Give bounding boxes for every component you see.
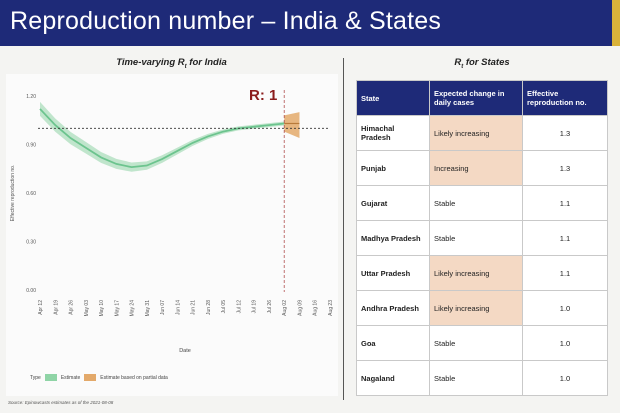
legend-type-label: Type: [30, 374, 41, 381]
cell-r-value: 1.1: [522, 220, 608, 256]
x-tick-label: Apr 12: [38, 300, 44, 315]
x-tick-label: Jun 07: [160, 300, 166, 315]
left-panel-title: Time-varying Rt for India: [0, 57, 343, 70]
cell-state: Punjab: [356, 150, 430, 186]
right-title-main: R: [454, 57, 462, 68]
states-table: State Expected change in daily cases Eff…: [356, 80, 608, 396]
x-tick-label: Jun 28: [206, 300, 212, 315]
x-tick-label: Jul 19: [252, 300, 258, 314]
cell-r-value: 1.1: [522, 255, 608, 291]
right-title-rest: for States: [463, 57, 510, 68]
cell-state: Madhya Pradesh: [356, 220, 430, 256]
slide-title-bar: Reproduction number – India & States: [0, 0, 620, 46]
cell-change: Stable: [429, 360, 523, 396]
table-row: Madhya Pradesh Stable 1.1: [356, 220, 608, 256]
table-row: Himachal Pradesh Likely increasing 1.3: [356, 115, 608, 151]
estimate-line: [39, 108, 285, 169]
x-tick-label: Apr 19: [53, 300, 59, 315]
x-tick-label: May 10: [99, 300, 105, 317]
right-title-sub: t: [461, 63, 464, 70]
y-tick-label: 0.60: [26, 191, 36, 197]
cell-change: Stable: [429, 220, 523, 256]
right-panel-title: Rt for States: [344, 57, 620, 70]
cell-change: Increasing: [429, 150, 523, 186]
y-tick-label: 0.30: [26, 240, 36, 246]
x-tick-label: Jul 12: [236, 300, 242, 314]
cell-state: Gujarat: [356, 185, 430, 221]
title-accent: [612, 0, 620, 46]
cell-r-value: 1.3: [522, 115, 608, 151]
y-axis-title: Effective reproduction no.: [10, 165, 16, 222]
legend-estimate-swatch: [44, 374, 57, 381]
table-row: Punjab Increasing 1.3: [356, 150, 608, 186]
x-tick-label: Aug 09: [297, 300, 303, 316]
table-row: Andhra Pradesh Likely increasing 1.0: [356, 290, 608, 326]
table-row: Uttar Pradesh Likely increasing 1.1: [356, 255, 608, 291]
table-row: Nagaland Stable 1.0: [356, 360, 608, 396]
cell-change: Stable: [429, 325, 523, 361]
header-state: State: [356, 80, 430, 116]
x-tick-label: Jul 05: [221, 300, 227, 314]
r-annotation: R: 1: [249, 87, 278, 104]
x-tick-label: May 24: [130, 300, 136, 317]
x-tick-label: Aug 23: [328, 300, 334, 316]
x-tick-label: Aug 02: [282, 300, 288, 316]
x-axis-title: Date: [179, 348, 191, 354]
y-tick-label: 1.20: [26, 94, 36, 100]
cell-state: Uttar Pradesh: [356, 255, 430, 291]
y-tick-label: 0.00: [26, 288, 36, 294]
left-title-rest: for India: [186, 57, 227, 68]
cell-state: Goa: [356, 325, 430, 361]
x-tick-label: May 03: [84, 300, 90, 317]
x-tick-label: Jul 26: [267, 300, 273, 314]
cell-state: Himachal Pradesh: [356, 115, 430, 151]
partial-band: [284, 112, 300, 139]
panel-divider: [343, 58, 344, 400]
cell-r-value: 1.0: [522, 360, 608, 396]
x-tick-label: Jun 21: [191, 300, 197, 315]
cell-r-value: 1.1: [522, 185, 608, 221]
x-tick-label: Aug 16: [313, 300, 319, 316]
x-tick-label: May 17: [114, 300, 120, 317]
x-tick-label: Apr 26: [69, 300, 75, 315]
table-row: Goa Stable 1.0: [356, 325, 608, 361]
cell-r-value: 1.0: [522, 290, 608, 326]
left-title-sub: t: [184, 63, 187, 70]
header-change: Expected change in daily cases: [429, 80, 523, 116]
legend-estimate-label: Estimate: [60, 374, 81, 381]
cell-change: Likely increasing: [429, 255, 523, 291]
cell-r-value: 1.3: [522, 150, 608, 186]
cell-state: Andhra Pradesh: [356, 290, 430, 326]
legend-partial-swatch: [84, 374, 97, 381]
cell-change: Likely increasing: [429, 290, 523, 326]
header-r: Effective reproduction no.: [522, 80, 608, 116]
cell-state: Nagaland: [356, 360, 430, 396]
x-tick-label: May 31: [145, 300, 151, 317]
cell-change: Likely increasing: [429, 115, 523, 151]
cell-change: Stable: [429, 185, 523, 221]
table-header-row: State Expected change in daily cases Eff…: [356, 80, 608, 116]
estimate-band: [40, 101, 285, 172]
legend-partial-label: Estimate based on partial data: [100, 374, 168, 381]
source-note: Source: Epinowcasts estimates as of the …: [8, 400, 114, 405]
chart-legend: Type Estimate Estimate based on partial …: [30, 374, 168, 381]
cell-r-value: 1.0: [522, 325, 608, 361]
y-tick-label: 0.90: [26, 143, 36, 149]
left-title-main: Time-varying R: [116, 57, 185, 68]
slide-title: Reproduction number – India & States: [10, 7, 442, 35]
x-tick-label: Jun 14: [175, 300, 181, 315]
table-row: Gujarat Stable 1.1: [356, 185, 608, 221]
